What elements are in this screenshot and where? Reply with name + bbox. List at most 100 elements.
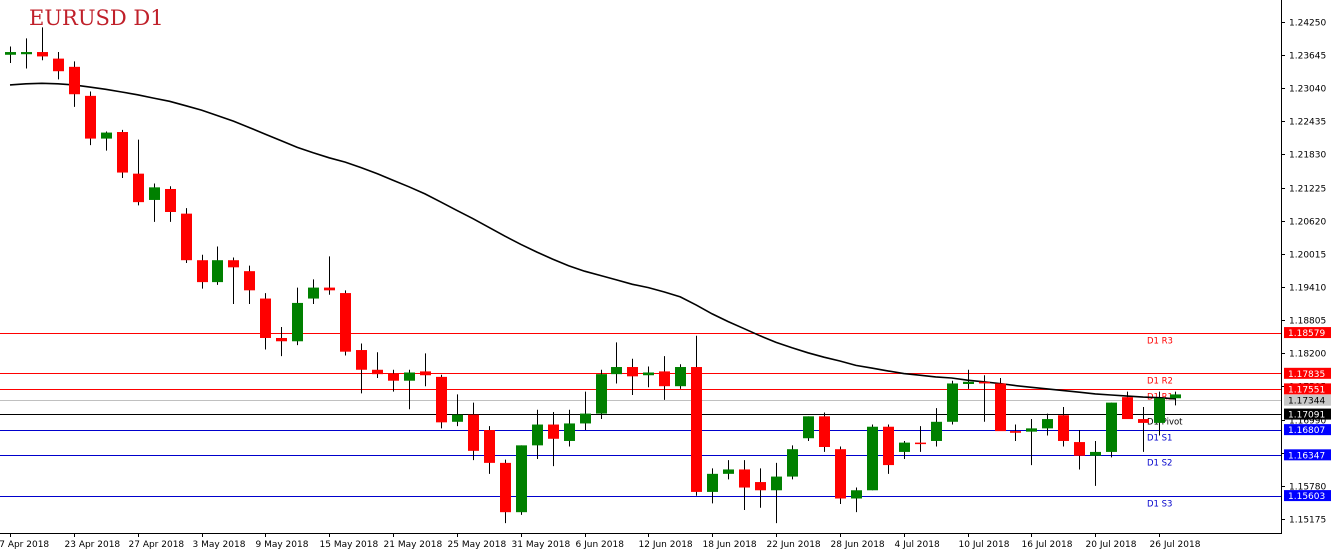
candle-body	[452, 414, 463, 422]
candle	[324, 256, 335, 295]
candle	[851, 487, 862, 513]
candle-body	[356, 350, 367, 370]
candle	[5, 46, 16, 63]
candle	[532, 409, 543, 460]
candle	[803, 416, 814, 441]
candle	[276, 327, 287, 357]
candle	[548, 411, 559, 467]
candle-body	[995, 383, 1006, 432]
candle	[117, 129, 128, 179]
time-tick-label: 12 Jun 2018	[639, 540, 693, 550]
candle	[675, 364, 686, 389]
candle-body	[723, 469, 734, 474]
candle-body	[835, 449, 846, 499]
candle	[739, 460, 750, 510]
candle	[899, 440, 910, 460]
candle	[1042, 413, 1053, 436]
candles	[5, 27, 1181, 524]
moving-average	[9, 82, 1176, 400]
price-tick-label: 1.18805	[1289, 317, 1326, 327]
candle	[181, 208, 192, 263]
candle	[388, 369, 399, 392]
price-tick-label: 1.22435	[1289, 118, 1326, 128]
candle-body	[1106, 402, 1117, 452]
candle-body	[149, 187, 160, 200]
time-tick-label: 22 Jun 2018	[767, 540, 821, 550]
candle	[1122, 391, 1133, 420]
candle-body	[883, 426, 894, 466]
candle	[228, 257, 239, 305]
candle-body	[101, 132, 112, 139]
candle-body	[596, 374, 607, 414]
candle	[101, 131, 112, 151]
candle	[995, 377, 1006, 432]
candle-body	[1042, 419, 1053, 429]
candle	[197, 254, 208, 289]
candle-body	[803, 416, 814, 439]
candle	[468, 402, 479, 461]
candle-body	[899, 442, 910, 452]
time-axis[interactable]: 17 Apr 2018 23 Apr 2018 27 Apr 2018 3 May 2…	[0, 533, 1282, 550]
candle	[643, 366, 654, 388]
candle	[340, 290, 351, 356]
candle-body	[755, 482, 766, 491]
candle-body	[1026, 428, 1037, 432]
candle-body	[197, 260, 208, 283]
moving-average-line	[9, 82, 1176, 400]
candle	[516, 445, 527, 515]
level-price-value: 1.16807	[1288, 426, 1325, 436]
candle	[931, 408, 942, 447]
candle	[500, 459, 511, 524]
candle-body	[420, 371, 431, 376]
candle	[1106, 402, 1117, 458]
time-tick-label: 20 Jul 2018	[1086, 540, 1137, 550]
candle	[21, 38, 32, 69]
candle	[771, 462, 782, 524]
candle-body	[931, 421, 942, 441]
candle-body	[963, 381, 974, 385]
level-price-box	[1284, 408, 1331, 420]
level-label: D1 S1	[1147, 434, 1172, 444]
candle-body	[548, 424, 559, 439]
price-tick-label: 1.23040	[1289, 85, 1326, 95]
candle-body	[691, 367, 702, 492]
price-tick-label: 1.16990	[1289, 417, 1326, 427]
level-price-box	[1284, 367, 1331, 379]
candle-body	[436, 376, 447, 423]
candle-body	[564, 423, 575, 441]
level-label: D1 R2	[1147, 377, 1173, 387]
level-price-value: 1.16347	[1288, 451, 1325, 461]
candle-body	[1010, 431, 1021, 433]
level-label: D1 R3	[1147, 337, 1173, 347]
candle-body	[133, 173, 144, 203]
price-tick-label: 1.19410	[1289, 284, 1326, 294]
current-price-box	[1284, 394, 1331, 406]
level-label: D1 S2	[1147, 459, 1172, 469]
candle	[883, 424, 894, 474]
candle-body	[739, 469, 750, 488]
candle-body	[5, 52, 16, 55]
candle-body	[244, 271, 255, 291]
candle-body	[372, 369, 383, 375]
candle	[979, 375, 990, 422]
candle-body	[979, 381, 990, 384]
price-tick-label: 1.23645	[1289, 52, 1326, 62]
level-price-box	[1284, 383, 1331, 395]
candle-body	[468, 414, 479, 451]
time-tick-label: 18 Jun 2018	[703, 540, 757, 550]
candle	[1010, 424, 1021, 441]
price-tick-label: 1.20620	[1289, 218, 1326, 228]
candle-body	[580, 413, 591, 424]
candle	[915, 426, 926, 452]
candle-body	[500, 462, 511, 513]
price-tick-label: 1.20015	[1289, 251, 1326, 261]
candle	[356, 343, 367, 394]
candle-body	[228, 260, 239, 268]
level-price-box	[1284, 449, 1331, 461]
candle	[308, 279, 319, 305]
time-tick-label: 16 Jul 2018	[1022, 540, 1073, 550]
candle-body	[21, 52, 32, 55]
time-tick-label: 26 Jul 2018	[1150, 540, 1201, 550]
candle-body	[819, 416, 830, 447]
